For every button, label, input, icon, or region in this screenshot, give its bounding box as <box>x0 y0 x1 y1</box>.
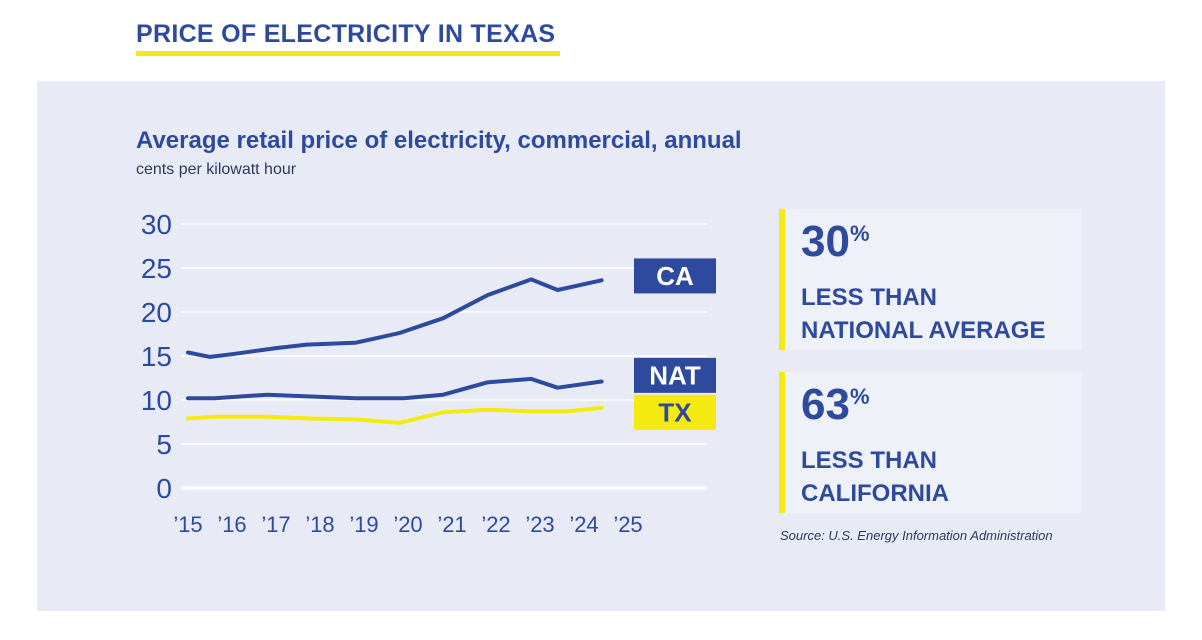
callout-line-2: CALIFORNIA <box>801 480 949 507</box>
source-note: Source: U.S. Energy Information Administ… <box>780 528 1053 543</box>
x-tick-label: ’15 <box>173 512 202 537</box>
callout-line-1: LESS THAN <box>801 447 938 474</box>
x-tick-label: ’23 <box>525 512 554 537</box>
series-label-tx: TX <box>658 397 692 427</box>
y-tick-label: 15 <box>141 341 172 372</box>
series-line-ca <box>186 277 604 359</box>
y-tick-label: 0 <box>156 473 172 504</box>
series-label-nat: NAT <box>649 360 701 390</box>
series-label-box-tx <box>634 394 716 430</box>
y-tick-label: 10 <box>141 385 172 416</box>
y-tick-label: 5 <box>156 429 172 460</box>
callout-national: 30% LESS THAN NATIONAL AVERAGE <box>779 209 1082 350</box>
callout-number: 63 <box>801 380 850 429</box>
series-line-tx <box>186 405 604 425</box>
callout-percent-sign: % <box>849 221 870 246</box>
chart-subtitle: cents per kilowatt hour <box>136 161 297 178</box>
x-tick-label: ’25 <box>613 512 642 537</box>
x-tick-label: ’16 <box>217 512 246 537</box>
series-line-nat <box>186 376 604 401</box>
x-tick-label: ’17 <box>261 512 290 537</box>
callout-line-2: NATIONAL AVERAGE <box>801 317 1046 344</box>
title-underline <box>136 51 560 56</box>
x-tick-label: ’19 <box>349 512 378 537</box>
callout-percent-sign: % <box>849 384 870 409</box>
callout-california: 63% LESS THAN CALIFORNIA <box>779 372 1082 513</box>
callout-figure: 63% <box>801 380 870 430</box>
series-label-box-nat <box>634 357 716 393</box>
y-tick-label: 30 <box>141 209 172 240</box>
callout-accent-bar <box>779 209 785 350</box>
x-tick-label: ’20 <box>393 512 422 537</box>
x-tick-label: ’21 <box>437 512 466 537</box>
series-label-box-ca <box>634 258 716 294</box>
page-title: PRICE OF ELECTRICITY IN TEXAS <box>136 20 556 48</box>
y-tick-label: 20 <box>141 297 172 328</box>
x-tick-label: ’24 <box>569 512 598 537</box>
callout-figure: 30% <box>801 217 870 267</box>
y-tick-label: 25 <box>141 253 172 284</box>
x-tick-label: ’22 <box>481 512 510 537</box>
callout-line-1: LESS THAN <box>801 284 938 311</box>
callout-accent-bar <box>779 372 785 513</box>
series-label-ca: CA <box>656 261 694 291</box>
callout-number: 30 <box>801 217 850 266</box>
chart-title: Average retail price of electricity, com… <box>136 127 742 154</box>
x-tick-label: ’18 <box>305 512 334 537</box>
